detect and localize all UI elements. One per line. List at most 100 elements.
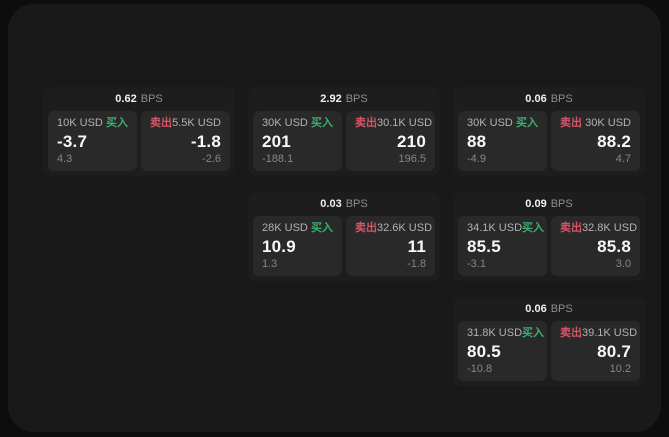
- quote-panels: 10K USD 买入 -3.7 4.3 卖出 5.5K USD -1.8 -2.…: [43, 111, 235, 176]
- sell-price: 210: [397, 132, 426, 151]
- buy-price: 85.5: [467, 237, 501, 256]
- buy-side-label: 买入: [311, 117, 333, 129]
- bps-value: 0.06: [525, 92, 547, 105]
- sell-notional: 32.8K USD: [582, 222, 638, 234]
- quote-card: 0.06 BPS 30K USD 买入 88 -4.9 卖出: [453, 87, 645, 176]
- buy-sub-value: -10.8: [467, 363, 493, 375]
- quote-card: 0.06 BPS 31.8K USD 买入 80.5 -10.8 卖: [453, 297, 645, 386]
- quote-panels: 28K USD 买入 10.9 1.3 卖出 32.6K USD 11 -1.8: [248, 216, 440, 281]
- buy-sub-value: -3.1: [467, 258, 486, 270]
- card-header: 0.09 BPS: [453, 192, 645, 216]
- sell-side-label: 卖出: [560, 222, 582, 234]
- buy-price: -3.7: [57, 132, 88, 151]
- buy-sub-value: -4.9: [467, 153, 486, 165]
- card-header: 0.03 BPS: [248, 192, 440, 216]
- sell-side-label: 卖出: [355, 117, 377, 129]
- buy-notional: 34.1K USD: [467, 222, 523, 234]
- quote-cards-grid: 0.62 BPS 10K USD 买入 -3.7 4.3 卖出: [43, 87, 645, 386]
- sell-panel[interactable]: 卖出 32.8K USD 85.8 3.0: [551, 216, 640, 276]
- buy-panel[interactable]: 10K USD 买入 -3.7 4.3: [48, 111, 137, 171]
- buy-side-label: 买入: [516, 117, 538, 129]
- sell-price: 11: [407, 237, 426, 256]
- buy-panel[interactable]: 34.1K USD 买入 85.5 -3.1: [458, 216, 547, 276]
- buy-panel[interactable]: 28K USD 买入 10.9 1.3: [253, 216, 342, 276]
- buy-panel-top: 10K USD 买入: [57, 118, 128, 129]
- bps-value: 0.03: [320, 197, 342, 210]
- buy-notional: 10K USD: [57, 117, 103, 129]
- buy-side-label: 买入: [106, 117, 128, 129]
- quote-panels: 34.1K USD 买入 85.5 -3.1 卖出 32.8K USD 85.8…: [453, 216, 645, 281]
- buy-panel-top: 30K USD 买入: [467, 118, 538, 129]
- buy-side-label: 买入: [522, 222, 545, 234]
- sell-panel-top: 卖出 30.1K USD: [355, 117, 432, 129]
- app-surface: 0.62 BPS 10K USD 买入 -3.7 4.3 卖出: [8, 4, 661, 432]
- buy-sub-value: -188.1: [262, 153, 294, 165]
- sell-notional: 30K USD: [585, 117, 631, 129]
- sell-side-label: 卖出: [560, 327, 582, 339]
- sell-sub-value: -2.6: [202, 153, 221, 165]
- bps-unit-label: BPS: [550, 197, 573, 210]
- sell-notional: 30.1K USD: [377, 117, 433, 129]
- buy-panel-top: 30K USD 买入: [262, 118, 333, 129]
- quote-card: 0.03 BPS 28K USD 买入 10.9 1.3 卖出: [248, 192, 440, 281]
- buy-notional: 31.8K USD: [467, 327, 523, 339]
- buy-sub-value: 4.3: [57, 153, 73, 165]
- sell-panel-top: 卖出 5.5K USD: [150, 118, 221, 129]
- sell-panel[interactable]: 卖出 32.6K USD 11 -1.8: [346, 216, 435, 276]
- buy-price: 88: [467, 132, 487, 151]
- sell-price: 85.8: [597, 237, 631, 256]
- sell-side-label: 卖出: [150, 117, 172, 129]
- sell-price: 80.7: [597, 342, 631, 361]
- sell-sub-value: -1.8: [407, 258, 426, 270]
- bps-value: 0.09: [525, 197, 547, 210]
- buy-notional: 30K USD: [262, 117, 308, 129]
- sell-notional: 32.6K USD: [377, 222, 433, 234]
- card-header: 0.06 BPS: [453, 87, 645, 111]
- sell-price: 88.2: [597, 132, 631, 151]
- buy-panel[interactable]: 31.8K USD 买入 80.5 -10.8: [458, 321, 547, 381]
- bps-value: 0.06: [525, 302, 547, 315]
- sell-panel[interactable]: 卖出 5.5K USD -1.8 -2.6: [141, 111, 230, 171]
- buy-panel-top: 31.8K USD 买入: [467, 327, 544, 339]
- bps-value: 2.92: [320, 92, 342, 105]
- sell-panel-top: 卖出 32.6K USD: [355, 222, 432, 234]
- buy-price: 80.5: [467, 342, 501, 361]
- quote-card: 2.92 BPS 30K USD 买入 201 -188.1 卖出: [248, 87, 440, 176]
- bps-value: 0.62: [115, 92, 137, 105]
- bps-unit-label: BPS: [550, 92, 573, 105]
- quote-panels: 30K USD 买入 88 -4.9 卖出 30K USD 88.2 4.7: [453, 111, 645, 176]
- sell-panel-top: 卖出 39.1K USD: [560, 327, 637, 339]
- bps-unit-label: BPS: [345, 197, 368, 210]
- sell-side-label: 卖出: [355, 222, 377, 234]
- buy-price: 201: [262, 132, 291, 151]
- sell-notional: 39.1K USD: [582, 327, 638, 339]
- quote-panels: 31.8K USD 买入 80.5 -10.8 卖出 39.1K USD 80.…: [453, 321, 645, 386]
- card-header: 2.92 BPS: [248, 87, 440, 111]
- buy-panel-top: 28K USD 买入: [262, 223, 333, 234]
- buy-side-label: 买入: [311, 222, 333, 234]
- buy-price: 10.9: [262, 237, 296, 256]
- sell-sub-value: 196.5: [398, 153, 426, 165]
- buy-notional: 28K USD: [262, 222, 308, 234]
- card-header: 0.06 BPS: [453, 297, 645, 321]
- buy-panel-top: 34.1K USD 买入: [467, 222, 544, 234]
- sell-panel[interactable]: 卖出 39.1K USD 80.7 10.2: [551, 321, 640, 381]
- sell-panel[interactable]: 卖出 30.1K USD 210 196.5: [346, 111, 435, 171]
- quote-card: 0.09 BPS 34.1K USD 买入 85.5 -3.1 卖出: [453, 192, 645, 281]
- bps-unit-label: BPS: [550, 302, 573, 315]
- sell-notional: 5.5K USD: [172, 117, 221, 129]
- quote-card: 0.62 BPS 10K USD 买入 -3.7 4.3 卖出: [43, 87, 235, 176]
- buy-panel[interactable]: 30K USD 买入 88 -4.9: [458, 111, 547, 171]
- quote-panels: 30K USD 买入 201 -188.1 卖出 30.1K USD 210 1…: [248, 111, 440, 176]
- sell-panel[interactable]: 卖出 30K USD 88.2 4.7: [551, 111, 640, 171]
- bps-unit-label: BPS: [345, 92, 368, 105]
- buy-panel[interactable]: 30K USD 买入 201 -188.1: [253, 111, 342, 171]
- sell-price: -1.8: [190, 132, 221, 151]
- buy-sub-value: 1.3: [262, 258, 278, 270]
- bps-unit-label: BPS: [140, 92, 163, 105]
- sell-panel-top: 卖出 30K USD: [560, 118, 631, 129]
- buy-notional: 30K USD: [467, 117, 513, 129]
- buy-side-label: 买入: [522, 327, 545, 339]
- sell-panel-top: 卖出 32.8K USD: [560, 222, 637, 234]
